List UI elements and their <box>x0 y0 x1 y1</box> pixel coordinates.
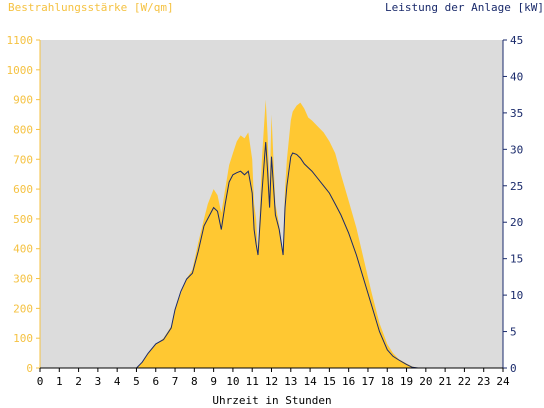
irradiance-area <box>40 99 503 368</box>
x-tick-label: 12 <box>265 375 278 388</box>
x-tick-label: 5 <box>133 375 140 388</box>
x-tick-label: 21 <box>439 375 452 388</box>
left-tick-label: 0 <box>26 362 33 375</box>
left-tick-label: 100 <box>13 332 33 345</box>
x-tick-label: 0 <box>37 375 44 388</box>
left-tick-label: 1000 <box>7 64 34 77</box>
x-tick-label: 14 <box>303 375 317 388</box>
x-tick-label: 7 <box>172 375 179 388</box>
right-tick-label: 30 <box>510 143 523 156</box>
left-tick-label: 500 <box>13 213 33 226</box>
tick-group: 0100200300400500600700800900100011000510… <box>7 34 524 388</box>
left-tick-label: 800 <box>13 123 33 136</box>
x-tick-label: 18 <box>381 375 394 388</box>
right-axis-title: Leistung der Anlage [kW] <box>385 1 544 14</box>
x-tick-label: 8 <box>191 375 198 388</box>
x-tick-label: 3 <box>95 375 102 388</box>
x-tick-label: 10 <box>226 375 239 388</box>
power-line <box>40 141 503 369</box>
x-tick-label: 22 <box>458 375 471 388</box>
x-tick-label: 11 <box>246 375 259 388</box>
right-tick-label: 45 <box>510 34 523 47</box>
x-tick-label: 13 <box>284 375 297 388</box>
x-tick-label: 16 <box>342 375 355 388</box>
right-tick-label: 20 <box>510 216 523 229</box>
x-tick-label: 9 <box>210 375 217 388</box>
x-tick-label: 24 <box>496 375 510 388</box>
left-axis-title: Bestrahlungsstärke [W/qm] <box>8 1 174 14</box>
x-axis-title: Uhrzeit in Stunden <box>212 394 332 407</box>
x-tick-label: 1 <box>56 375 63 388</box>
x-tick-label: 4 <box>114 375 121 388</box>
right-tick-label: 5 <box>510 326 517 339</box>
left-tick-label: 200 <box>13 302 33 315</box>
left-tick-label: 600 <box>13 183 33 196</box>
x-tick-label: 6 <box>152 375 159 388</box>
right-tick-label: 10 <box>510 289 523 302</box>
x-tick-label: 17 <box>361 375 374 388</box>
left-tick-label: 900 <box>13 94 33 107</box>
left-tick-label: 300 <box>13 273 33 286</box>
left-tick-label: 400 <box>13 243 33 256</box>
x-tick-label: 2 <box>75 375 82 388</box>
left-tick-label: 1100 <box>7 34 34 47</box>
x-tick-label: 23 <box>477 375 490 388</box>
x-tick-label: 19 <box>400 375 413 388</box>
left-tick-label: 700 <box>13 153 33 166</box>
right-tick-label: 35 <box>510 107 523 120</box>
x-tick-label: 20 <box>419 375 432 388</box>
right-tick-label: 15 <box>510 253 523 266</box>
right-tick-label: 0 <box>510 362 517 375</box>
right-tick-label: 40 <box>510 70 523 83</box>
right-tick-label: 25 <box>510 180 523 193</box>
x-tick-label: 15 <box>323 375 336 388</box>
